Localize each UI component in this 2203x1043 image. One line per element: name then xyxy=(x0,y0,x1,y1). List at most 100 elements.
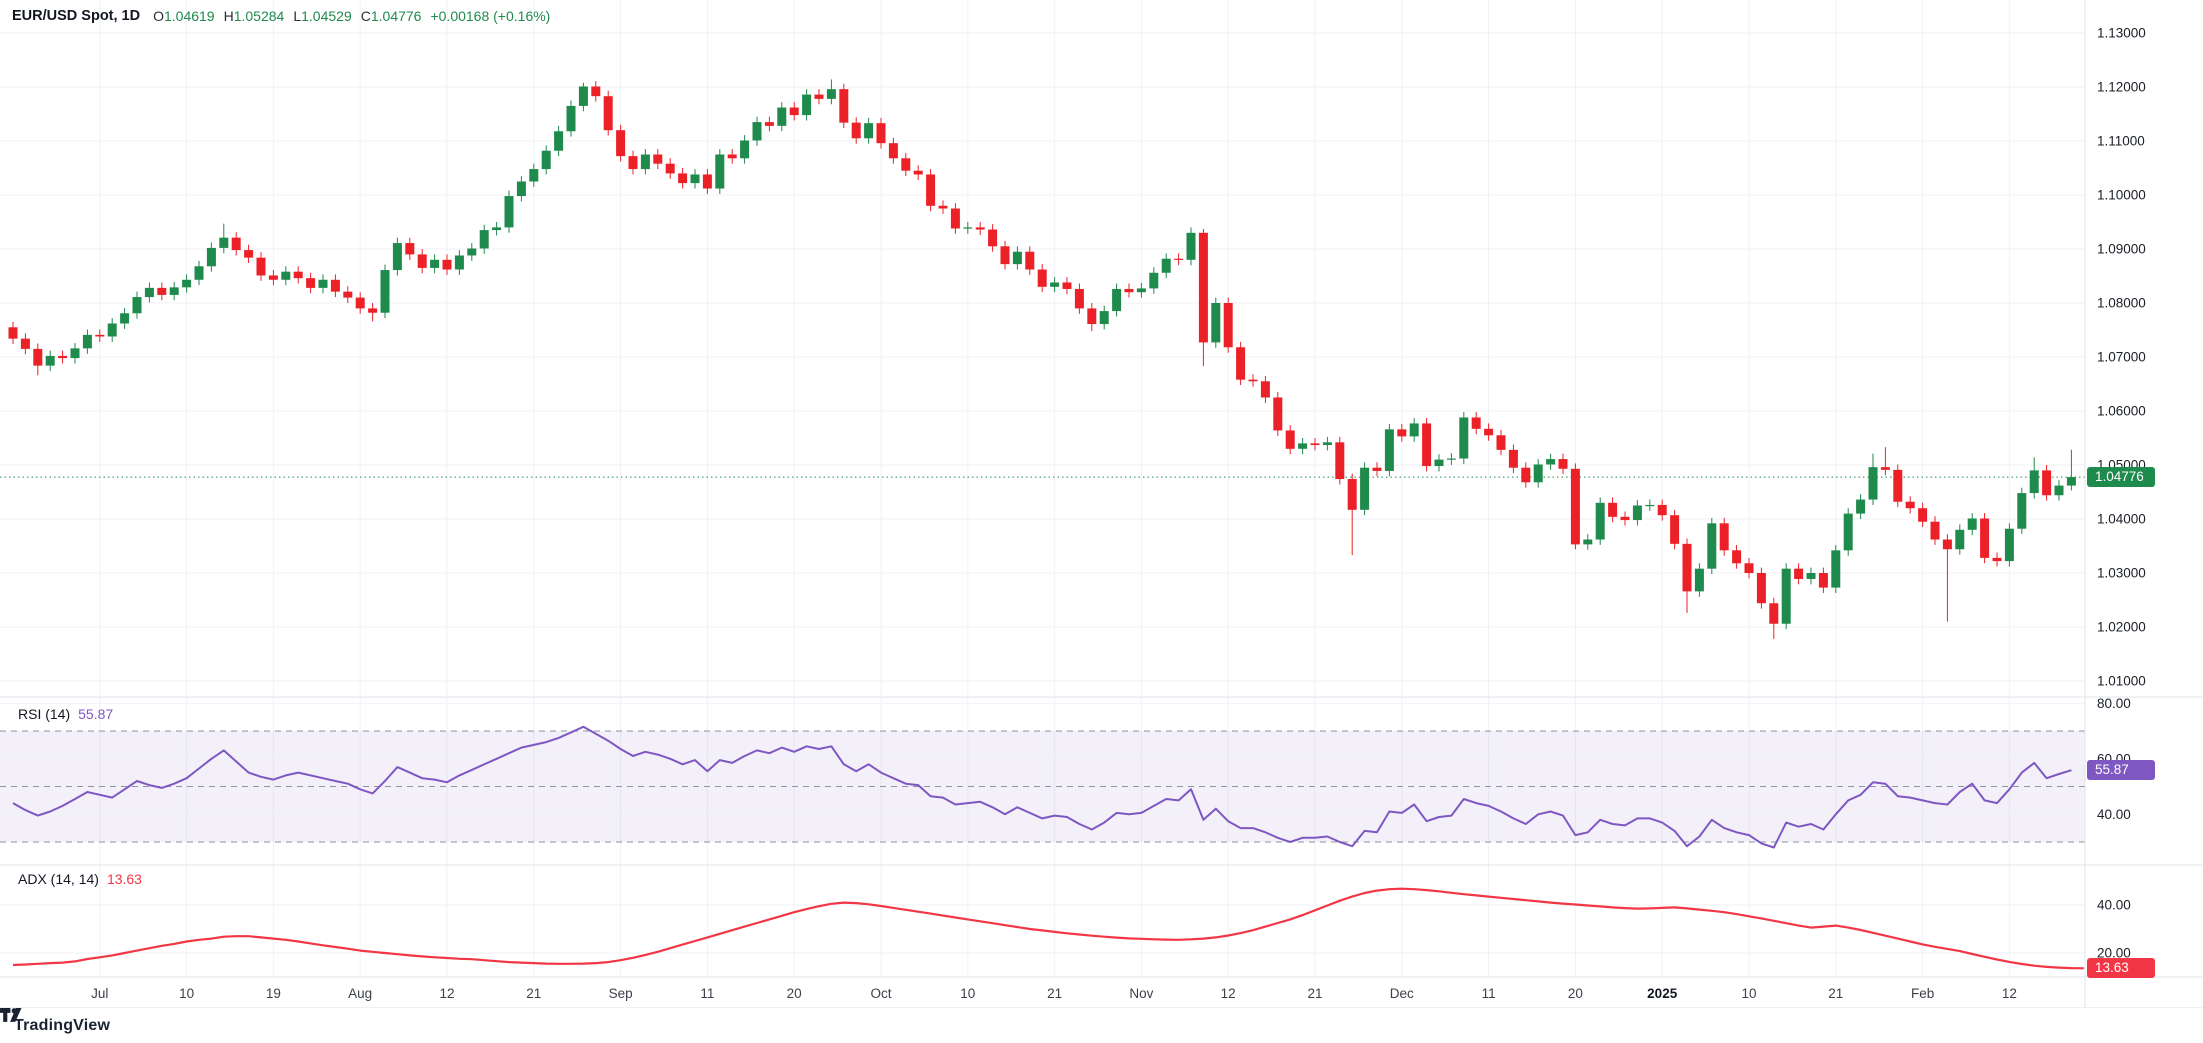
adx-title: ADX (14, 14) xyxy=(18,871,99,887)
candle-body xyxy=(1694,568,1704,592)
candle-body xyxy=(8,327,18,339)
candle-body xyxy=(1372,467,1382,471)
brand-name[interactable]: TradingView xyxy=(14,1016,111,1034)
candle-body xyxy=(157,287,167,295)
time-axis-label: Feb xyxy=(1911,986,1934,1001)
candle-body xyxy=(330,279,340,292)
candle-body xyxy=(1744,563,1754,573)
candle-body xyxy=(1930,521,1940,540)
rsi-value: 55.87 xyxy=(78,706,114,722)
candle-body xyxy=(963,227,973,229)
candle-body xyxy=(2004,528,2014,562)
candle-body xyxy=(566,105,576,132)
candle-body xyxy=(268,275,278,280)
rsi-line xyxy=(12,725,2072,849)
candle-body xyxy=(82,334,92,349)
time-axis-label: 10 xyxy=(1741,986,1756,1001)
time-axis-label: 12 xyxy=(439,986,454,1001)
candle-body xyxy=(802,94,812,116)
ohlc-open: O1.04619 xyxy=(153,8,215,24)
candle-body xyxy=(1347,479,1357,510)
rsi-legend[interactable]: RSI (14) 55.87 xyxy=(18,706,113,722)
time-axis-label: 11 xyxy=(700,986,714,1001)
candle-body xyxy=(1980,518,1990,558)
candle-body xyxy=(1074,288,1084,309)
candle-body xyxy=(2029,470,2039,494)
candle-body xyxy=(1484,428,1494,436)
candle-body xyxy=(690,174,700,184)
candle-body xyxy=(938,205,948,209)
time-axis-label: 10 xyxy=(179,986,194,1001)
candle-body xyxy=(107,323,117,337)
candle-body xyxy=(1471,417,1481,429)
candle-body xyxy=(2042,470,2052,496)
last-price-badge: 1.04776 xyxy=(2087,467,2155,487)
candle-body xyxy=(1310,443,1320,446)
candle-body xyxy=(814,94,824,99)
candle-body xyxy=(901,158,911,171)
candle-body xyxy=(355,297,365,309)
price-axis[interactable] xyxy=(2085,0,2203,1008)
candle-body xyxy=(1223,303,1233,348)
candle-body xyxy=(430,259,440,268)
candle-body xyxy=(1025,251,1035,270)
candle-body xyxy=(864,123,874,139)
candle-body xyxy=(70,348,80,359)
candle-body xyxy=(1322,442,1332,446)
candle-body xyxy=(1806,573,1816,579)
candle-body xyxy=(1087,308,1097,325)
symbol-title: EUR/USD Spot, 1D xyxy=(12,8,141,24)
candle-body xyxy=(975,227,985,230)
candle-body xyxy=(1050,282,1060,287)
symbol-legend[interactable]: EUR/USD Spot, 1D O1.04619 H1.05284 L1.04… xyxy=(12,8,550,24)
candle-body xyxy=(1546,459,1556,465)
candle-body xyxy=(454,255,464,270)
time-axis[interactable] xyxy=(0,977,2085,1008)
rsi-title: RSI (14) xyxy=(18,706,71,722)
candle-body xyxy=(120,313,130,324)
time-axis-label: 21 xyxy=(1047,986,1062,1001)
tradingview-logo-icon[interactable] xyxy=(0,1008,25,1026)
candle-body xyxy=(58,355,68,359)
candle-body xyxy=(1198,232,1208,343)
candle-body xyxy=(2017,493,2027,529)
time-axis-label: 20 xyxy=(1568,986,1583,1001)
candle-body xyxy=(702,174,712,189)
price-axis-label: 1.02000 xyxy=(2097,620,2146,635)
candle-body xyxy=(144,287,154,298)
candle-body xyxy=(1496,435,1506,450)
candle-body xyxy=(1360,467,1370,510)
candle-body xyxy=(206,247,216,267)
time-axis-label: 12 xyxy=(1221,986,1236,1001)
adx-legend[interactable]: ADX (14, 14) 13.63 xyxy=(18,871,142,887)
candle-body xyxy=(1893,469,1903,502)
candle-body xyxy=(20,338,30,349)
price-axis-label: 1.04000 xyxy=(2097,512,2146,527)
candle-body xyxy=(789,107,799,116)
candle-body xyxy=(1794,568,1804,579)
candle-body xyxy=(405,243,415,255)
candle-body xyxy=(1149,272,1159,289)
candle-body xyxy=(578,86,588,106)
adx-line xyxy=(12,887,2084,970)
candle-body xyxy=(1645,504,1655,507)
time-axis-label: 21 xyxy=(1307,986,1322,1001)
price-axis-label: 1.03000 xyxy=(2097,566,2146,581)
candle-body xyxy=(1124,288,1134,293)
candle-body xyxy=(1781,568,1791,624)
candle-body xyxy=(231,237,241,251)
price-axis-label: 1.06000 xyxy=(2097,404,2146,419)
candle-body xyxy=(95,334,105,337)
price-axis-label: 1.12000 xyxy=(2097,80,2146,95)
time-axis-label: Jul xyxy=(91,986,108,1001)
time-axis-label: 2025 xyxy=(1647,986,1678,1001)
candle-body xyxy=(591,86,601,97)
candle-body xyxy=(715,154,725,189)
candle-body xyxy=(1992,557,2002,562)
candle-body xyxy=(1831,550,1841,588)
candle-body xyxy=(1719,523,1729,551)
candle-body xyxy=(678,173,688,184)
candle-body xyxy=(988,229,998,247)
candle-body xyxy=(380,270,390,313)
